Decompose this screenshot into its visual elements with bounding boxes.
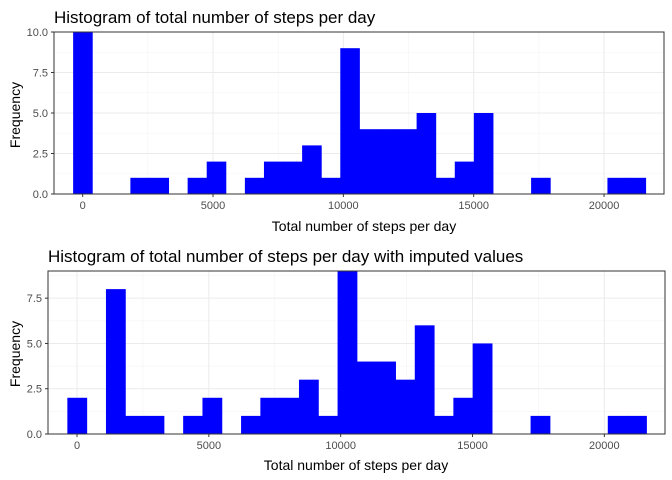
histogram-bar [626,177,647,194]
x-tick-label: 0 [80,200,86,212]
histogram-bar [378,129,399,194]
histogram-bar [73,32,93,194]
histogram-bar [454,161,475,194]
histogram-bar [337,271,358,434]
histogram-bar [473,113,494,194]
histogram-bar [302,145,322,194]
y-axis-ticks: 0.0 2.5 5.0 7.5 [27,293,48,441]
y-axis-title: Frequency [7,321,23,387]
chart-title: Histogram of total number of steps per d… [54,8,376,27]
x-tick-label: 5000 [197,440,221,452]
histogram-bar [202,397,223,434]
histogram-bar [434,415,454,434]
histogram-bar [241,415,261,434]
histogram-bar [435,177,456,194]
histogram-bar [340,48,360,195]
histogram-bar [376,361,396,434]
x-tick-label: 15000 [457,440,488,452]
histogram-bar [187,177,208,194]
histogram-panel-steps-imputed: Histogram of total number of steps per d… [7,247,666,473]
histogram-bars [73,32,647,195]
x-axis-ticks: 0 5000 10000 15000 20000 [80,194,620,212]
x-tick-label: 10000 [325,440,356,452]
y-tick-label: 2.5 [27,384,42,396]
histogram-bar [263,161,284,194]
histogram-bars [67,271,647,434]
histogram-bar [283,161,303,194]
histogram-bar [144,415,165,434]
histogram-bar [125,415,146,434]
histogram-bar [206,161,227,194]
histogram-bar [149,177,170,194]
histogram-bar [607,415,628,434]
histogram-bar [607,177,628,194]
y-axis-title: Frequency [7,82,23,148]
histogram-bar [397,129,418,194]
histogram-bar [130,177,150,194]
histogram-bar [298,379,319,434]
y-tick-label: 7.5 [33,68,48,80]
histogram-bar [395,379,416,434]
x-tick-label: 15000 [458,200,489,212]
histogram-bar [356,361,377,434]
histogram-bar [416,113,437,194]
y-tick-label: 7.5 [27,293,42,305]
histogram-bar [321,177,341,194]
histogram-bar [279,397,300,434]
y-axis-ticks: 0.0 2.5 5.0 7.5 10.0 [27,27,54,201]
x-axis-title: Total number of steps per day [264,457,448,473]
y-tick-label: 0.0 [33,189,48,201]
x-tick-label: 10000 [328,200,359,212]
histogram-bar [318,415,339,434]
y-tick-label: 2.5 [33,149,48,161]
panel-border [47,270,666,435]
y-tick-label: 10.0 [27,27,48,39]
y-tick-label: 0.0 [27,429,42,441]
x-tick-label: 20000 [589,200,620,212]
chart-title: Histogram of total number of steps per d… [48,247,523,266]
histogram-bar [67,397,88,434]
x-tick-label: 5000 [201,200,225,212]
histogram-bar [531,177,551,194]
y-tick-label: 5.0 [33,108,48,120]
histogram-bar [414,325,435,434]
x-tick-label: 0 [74,440,80,452]
histogram-bar [183,415,203,434]
histogram-bar [260,397,281,434]
x-axis-title: Total number of steps per day [272,218,456,234]
x-axis-ticks: 0 5000 10000 15000 20000 [74,434,620,452]
histogram-bar [453,397,474,434]
x-tick-label: 20000 [589,440,620,452]
histogram-bar [627,415,647,434]
y-tick-label: 5.0 [27,338,42,350]
histogram-bar [472,343,493,434]
histogram-bar [244,177,265,194]
histogram-bar [105,289,126,434]
histogram-bar [530,415,551,434]
histogram-panel-steps: Histogram of total number of steps per d… [7,8,665,234]
histogram-bar [359,129,379,194]
